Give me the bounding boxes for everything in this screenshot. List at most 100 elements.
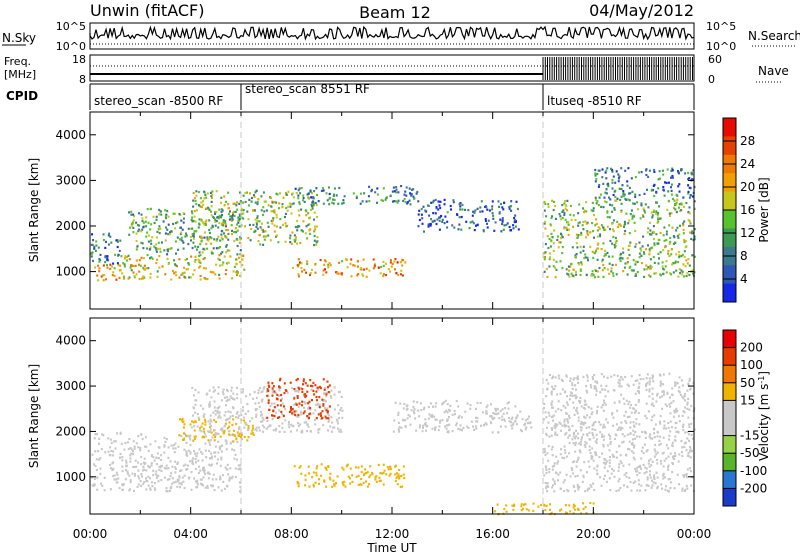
range-cell [310, 388, 313, 391]
range-cell [670, 189, 673, 192]
range-cell [119, 239, 122, 242]
range-cell [194, 467, 197, 471]
range-cell [515, 220, 517, 223]
range-cell [688, 273, 691, 277]
range-cell [437, 200, 440, 203]
range-cell [116, 473, 119, 476]
range-cell [653, 194, 656, 198]
range-cell [628, 448, 631, 451]
range-cell [238, 414, 241, 417]
range-cell [618, 175, 621, 178]
range-cell [230, 386, 233, 389]
range-cell [554, 205, 557, 208]
range-cell [656, 458, 659, 461]
range-cell [160, 479, 163, 482]
range-cell [572, 268, 575, 271]
range-cell [108, 232, 111, 235]
range-cell [121, 459, 124, 462]
range-cell [556, 235, 559, 238]
range-cell [582, 375, 585, 378]
range-cell [190, 210, 193, 213]
range-cell [209, 428, 212, 431]
range-cell [595, 202, 598, 205]
range-cell [298, 466, 301, 469]
range-cell [428, 214, 431, 217]
range-cell [239, 249, 242, 252]
range-cell [90, 255, 93, 258]
range-cell [666, 405, 668, 408]
range-cell [447, 408, 450, 411]
range-cell [165, 226, 167, 229]
range-cell [640, 457, 643, 460]
range-cell [691, 230, 694, 233]
range-cell [189, 444, 192, 447]
range-cell [622, 190, 625, 193]
range-cell [242, 212, 245, 215]
range-cell [617, 480, 620, 483]
range-cell [673, 206, 676, 209]
range-cell [621, 441, 624, 444]
range-cell [307, 465, 310, 468]
range-cell [212, 271, 215, 274]
range-cell [312, 200, 315, 203]
range-cell [207, 439, 210, 442]
colorbar-tick-label: -15 [740, 429, 760, 443]
range-cell [434, 428, 437, 431]
noise-rtick-bottom: 10^0 [706, 40, 736, 53]
range-cell [138, 224, 141, 227]
range-cell [230, 396, 233, 399]
range-cell [212, 247, 215, 250]
range-cell [258, 220, 261, 223]
range-cell [683, 394, 686, 398]
range-cell [634, 467, 637, 471]
range-cell [169, 231, 172, 234]
range-cell [654, 423, 657, 426]
range-cell [297, 225, 300, 228]
range-cell [192, 241, 195, 244]
range-cell [210, 452, 213, 455]
range-cell [671, 248, 673, 251]
range-cell [227, 191, 230, 194]
range-cell [680, 168, 683, 171]
range-cell [196, 483, 199, 486]
range-cell [575, 270, 577, 273]
range-cell [565, 424, 568, 427]
range-cell [689, 448, 692, 451]
range-cell [441, 403, 444, 406]
range-cell [653, 272, 656, 275]
range-cell [219, 475, 222, 478]
range-cell [147, 267, 150, 270]
range-cell [586, 374, 589, 377]
range-cell [258, 233, 261, 237]
range-cell [568, 428, 571, 431]
range-cell [619, 428, 622, 431]
range-cell [207, 239, 210, 242]
range-cell [439, 200, 442, 203]
range-cell [460, 228, 463, 231]
range-cell [580, 429, 583, 432]
freq-ytick-bottom: 8 [79, 73, 86, 86]
range-cell [595, 389, 598, 393]
range-cell [648, 465, 651, 468]
range-cell [595, 441, 598, 444]
range-cell [665, 230, 668, 233]
range-cell [591, 250, 594, 253]
range-cell [678, 203, 681, 206]
range-cell [647, 462, 650, 465]
range-cell [315, 467, 318, 470]
range-cell [611, 222, 613, 225]
range-cell [687, 382, 690, 385]
range-cell [241, 391, 244, 394]
range-cell [684, 245, 687, 249]
range-cell [576, 375, 579, 378]
range-cell [305, 421, 308, 424]
range-cell [91, 233, 93, 236]
range-cell [507, 401, 510, 404]
range-cell [670, 186, 672, 189]
range-cell [485, 423, 488, 426]
range-cell [543, 222, 546, 225]
range-cell [586, 230, 589, 233]
range-cell [167, 215, 170, 218]
range-cell [551, 215, 553, 218]
